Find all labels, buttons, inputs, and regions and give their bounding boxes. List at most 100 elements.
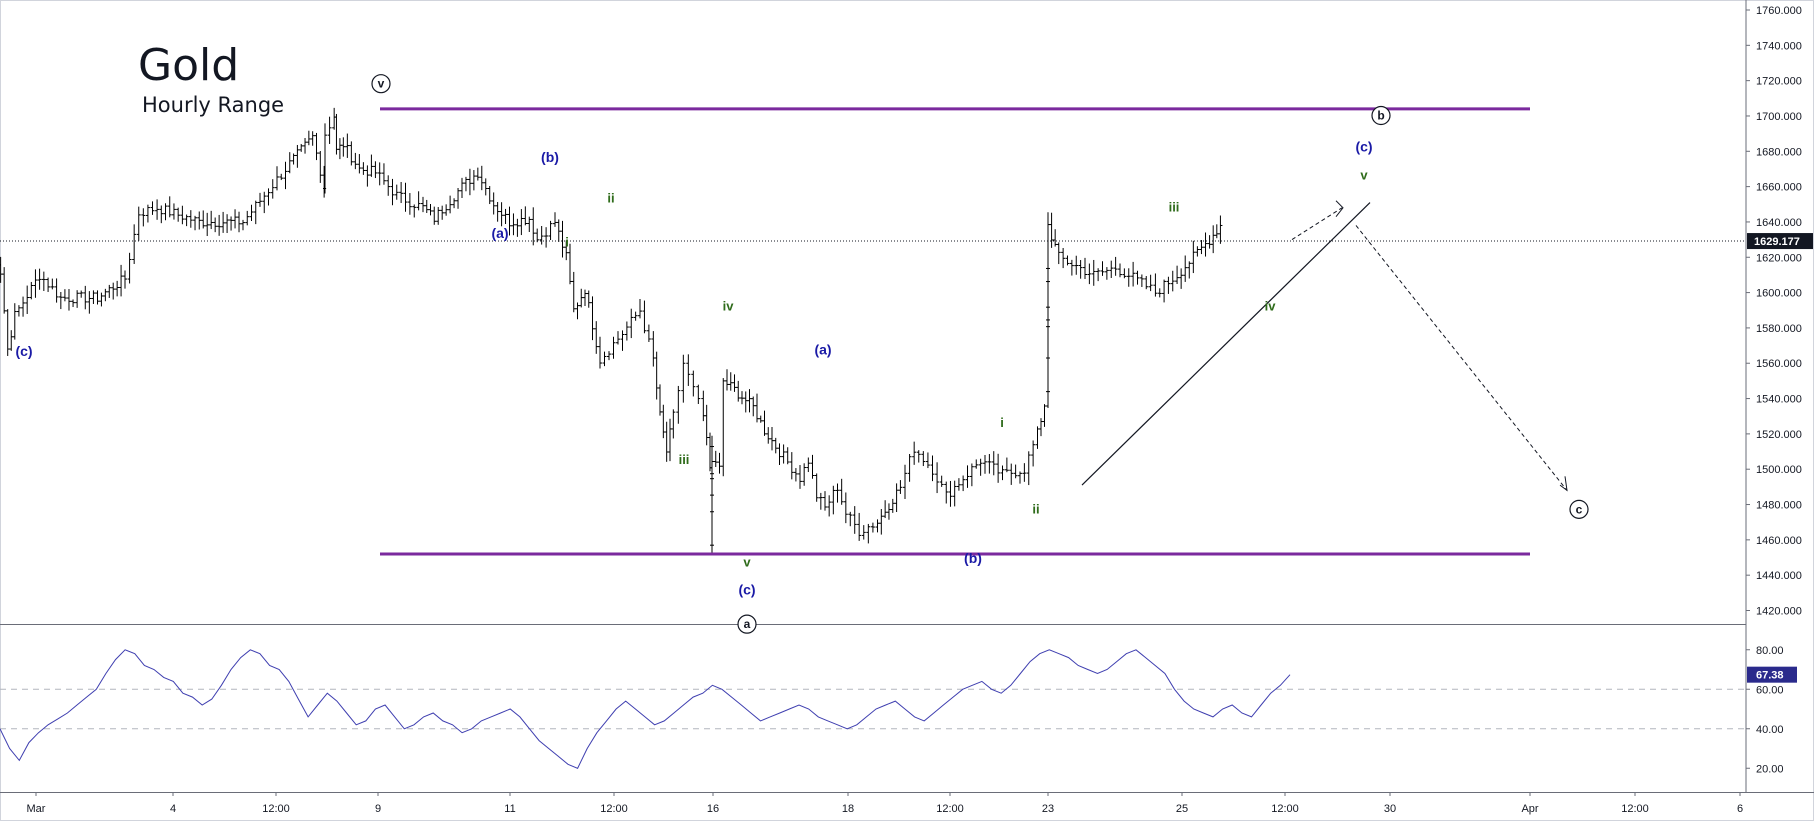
ohlc-bar	[930, 455, 935, 482]
price-tick-label: 1620.000	[1756, 252, 1802, 264]
ohlc-bar	[511, 213, 516, 236]
ohlc-bar	[229, 216, 234, 231]
wave-label-circle	[737, 614, 757, 634]
ohlc-bar	[1013, 464, 1018, 479]
ohlc-bar	[1170, 270, 1175, 292]
ohlc-bar	[1035, 426, 1040, 449]
ohlc-bar	[658, 384, 662, 416]
ohlc-bar	[1207, 235, 1212, 249]
ohlc-bar	[1126, 268, 1131, 287]
ohlc-bar	[1153, 273, 1158, 297]
ohlc-bar	[728, 372, 733, 391]
ohlc-bar	[708, 432, 712, 472]
ohlc-bar	[766, 427, 771, 444]
ohlc-bar	[1083, 257, 1087, 280]
ohlc-bar	[725, 369, 729, 391]
ohlc-bar	[1091, 259, 1096, 286]
ohlc-bar	[287, 152, 292, 174]
ohlc-bar	[12, 303, 17, 340]
ohlc-bar	[365, 165, 370, 187]
ohlc-bar	[377, 162, 382, 186]
ohlc-bar	[475, 167, 480, 181]
ohlc-bar	[369, 154, 374, 177]
ohlc-bar	[327, 116, 332, 144]
ohlc-bar	[444, 204, 449, 216]
ohlc-bar	[303, 138, 308, 154]
ohlc-bar	[295, 144, 300, 168]
ohlc-bar	[141, 208, 146, 227]
ohlc-bar	[1004, 457, 1009, 473]
ohlc-bar	[553, 212, 557, 227]
price-tick-label: 1580.000	[1756, 323, 1802, 335]
ohlc-bar	[314, 132, 319, 161]
ohlc-bar	[781, 444, 786, 464]
ohlc-bar	[965, 465, 970, 488]
ohlc-bar	[732, 374, 737, 392]
ohlc-bar	[681, 354, 686, 403]
ohlc-bar	[661, 404, 666, 439]
ohlc-bar	[638, 299, 642, 319]
ohlc-bar	[50, 278, 55, 290]
ohlc-bar	[1100, 261, 1105, 276]
ohlc-bar	[1157, 288, 1162, 298]
wave-label-circle	[1569, 499, 1589, 519]
ohlc-bar	[193, 215, 198, 231]
ohlc-bar	[814, 473, 819, 502]
ohlc-bar	[952, 480, 957, 507]
ohlc-bar	[54, 278, 59, 303]
price-tick-label: 1660.000	[1756, 182, 1802, 194]
ohlc-bar	[1046, 212, 1050, 275]
ohlc-bar	[1113, 256, 1118, 276]
wave-label-circle	[371, 74, 391, 94]
ohlc-bar	[743, 391, 748, 413]
price-tick-label: 1600.000	[1756, 288, 1802, 300]
ohlc-bar	[87, 291, 92, 314]
ohlc-bar	[9, 330, 14, 351]
ohlc-bar	[283, 161, 288, 190]
ohlc-bar	[1026, 451, 1031, 486]
rsi-tick-label: 80.00	[1756, 645, 1784, 657]
ohlc-bar	[407, 193, 412, 215]
ohlc-bar	[184, 214, 189, 227]
ohlc-bar	[590, 296, 595, 341]
ohlc-bar	[467, 168, 472, 196]
ohlc-bar	[751, 396, 756, 417]
ohlc-bar	[253, 200, 258, 225]
ohlc-bar	[399, 181, 404, 204]
ohlc-bar	[291, 153, 296, 165]
ohlc-bar	[740, 391, 744, 405]
ohlc-bar	[616, 331, 620, 345]
ohlc-bar	[579, 288, 584, 308]
ohlc-bar	[983, 455, 987, 474]
last-price-label: 1629.177	[1754, 236, 1800, 248]
ohlc-bar	[487, 186, 492, 205]
ohlc-bar	[903, 464, 907, 500]
ohlc-bar	[119, 264, 124, 297]
wave-label: v	[743, 554, 751, 569]
wave-label: (b)	[964, 550, 982, 566]
ohlc-bar	[483, 178, 488, 196]
ohlc-bar	[460, 177, 464, 198]
wave-label: i	[1000, 415, 1004, 430]
ohlc-bar	[491, 192, 496, 215]
ohlc-bar	[71, 299, 76, 308]
ohlc-bar	[197, 211, 202, 230]
time-tick-label: 25	[1176, 803, 1188, 815]
ohlc-bar	[818, 492, 823, 510]
ohlc-bar	[16, 305, 21, 317]
ohlc-bar	[1109, 260, 1114, 278]
ohlc-bar	[758, 415, 763, 423]
time-tick-label: 30	[1384, 803, 1396, 815]
ohlc-bar	[345, 133, 350, 158]
ohlc-bar	[762, 410, 767, 436]
projection-down-arrowhead	[1559, 476, 1568, 492]
ohlc-bar	[898, 480, 903, 494]
ohlc-bar	[925, 452, 930, 469]
ohlc-bar	[323, 123, 327, 194]
wave-label: iv	[1265, 298, 1277, 313]
ohlc-bar	[861, 525, 866, 540]
ohlc-bar	[318, 150, 323, 183]
ohlc-bar	[996, 453, 1001, 483]
ohlc-bar	[583, 289, 587, 306]
ohlc-bar	[987, 454, 992, 474]
